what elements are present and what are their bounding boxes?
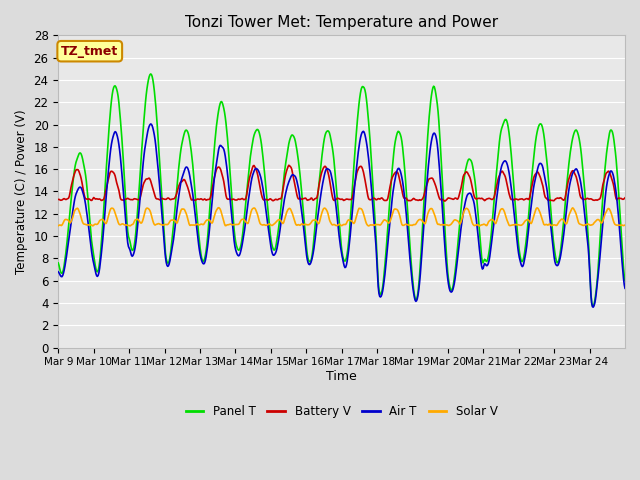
Legend: Panel T, Battery V, Air T, Solar V: Panel T, Battery V, Air T, Solar V (181, 400, 502, 423)
Text: TZ_tmet: TZ_tmet (61, 45, 118, 58)
X-axis label: Time: Time (326, 370, 357, 383)
Title: Tonzi Tower Met: Temperature and Power: Tonzi Tower Met: Temperature and Power (185, 15, 498, 30)
Y-axis label: Temperature (C) / Power (V): Temperature (C) / Power (V) (15, 109, 28, 274)
